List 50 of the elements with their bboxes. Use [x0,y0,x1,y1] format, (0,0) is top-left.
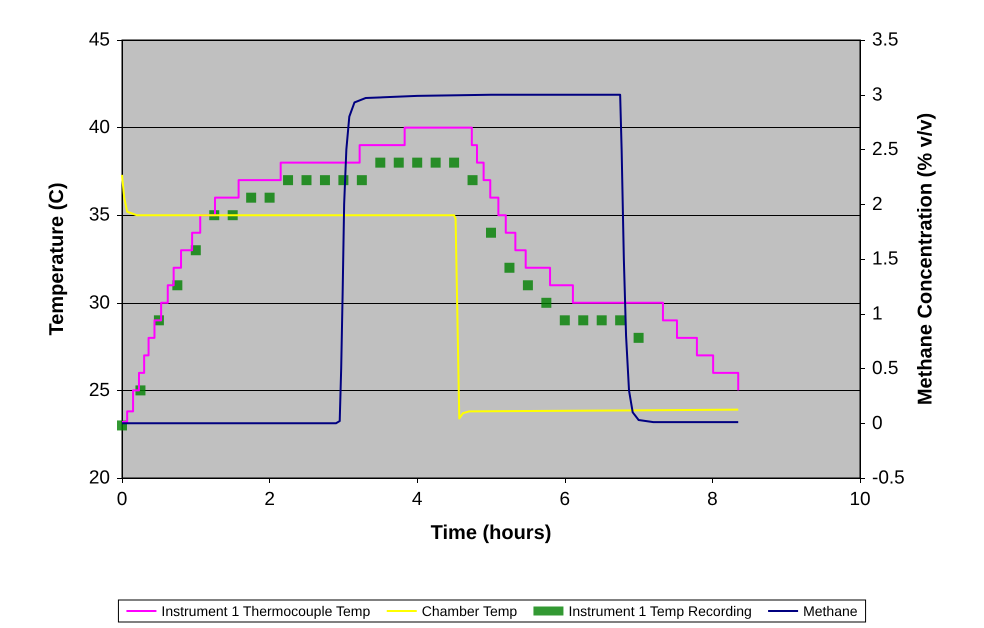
point [522,280,533,290]
x-tick-label: 4 [412,489,423,510]
point [302,175,312,186]
point [320,175,330,186]
point [430,158,441,168]
point [394,158,404,168]
point [412,158,422,168]
legend-label: Chamber Temp [422,603,518,619]
point [541,298,552,308]
point [356,175,367,186]
point [283,175,294,186]
x-axis-title: Time (hours) [430,522,552,544]
y-tick-label: 35 [88,204,110,226]
y-tick-label: 40 [88,117,110,138]
y2-tick-label: 1.5 [872,248,898,270]
y-axis-title: Temperature (C) [46,182,68,336]
point [375,158,386,168]
y2-tick-label: 0 [872,412,883,434]
point [449,158,460,168]
point [634,332,644,343]
y-tick-label: 30 [88,292,110,314]
y2-tick-label: -0.5 [872,468,905,488]
y2-tick-label: 2 [872,194,883,215]
line-series [121,174,740,420]
point [615,315,626,326]
point [246,192,256,203]
y-tick-label: 25 [88,380,110,401]
y2-axis-title: Methane Concentration (% v/v) [914,112,937,406]
point [560,315,570,326]
x-tick-label: 2 [264,489,275,510]
legend-label: Methane [803,603,858,619]
y2-tick-label: 3.5 [872,30,898,50]
point [486,228,496,238]
y2-tick-label: 3 [872,84,883,106]
point [468,175,478,186]
legend-label: Instrument 1 Temp Recording [568,603,752,619]
y2-tick-label: 1 [872,303,883,324]
y-tick-label: 20 [88,468,110,488]
point [596,315,607,326]
point [578,315,588,326]
y-tick-label: 45 [88,30,110,50]
point [504,262,514,273]
x-tick-label: 10 [849,489,871,510]
y2-tick-label: 0.5 [872,358,898,379]
point [264,192,275,203]
y2-tick-label: 2.5 [872,139,898,160]
x-tick-label: 0 [116,489,128,510]
x-tick-label: 8 [707,489,718,510]
legend-label: Instrument 1 Thermocouple Temp [161,603,370,619]
x-tick-label: 6 [560,489,570,510]
